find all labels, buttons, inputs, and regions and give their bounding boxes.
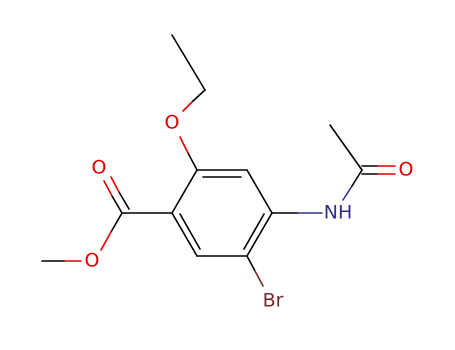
bond — [171, 34, 206, 91]
bond — [171, 169, 198, 214]
bond — [179, 213, 201, 250]
atom-label: O — [92, 157, 107, 179]
acetamide — [271, 124, 396, 214]
bond — [243, 213, 265, 250]
bond — [192, 89, 206, 102]
ester — [41, 176, 173, 262]
bond — [246, 212, 273, 257]
bond — [111, 195, 123, 214]
atom-label: O — [165, 112, 180, 134]
bond — [110, 212, 123, 233]
bond — [179, 136, 189, 154]
ethoxy — [171, 34, 206, 171]
bond — [246, 169, 273, 214]
ring — [171, 169, 273, 257]
bond — [100, 231, 112, 251]
bromo — [246, 255, 264, 287]
atom-label: O — [85, 250, 100, 272]
bond — [110, 176, 120, 193]
bond — [103, 180, 113, 197]
bond — [342, 185, 353, 201]
bond — [171, 212, 198, 257]
atom-label: NH — [324, 202, 353, 224]
bond — [246, 255, 256, 272]
atom-label: Br — [263, 290, 284, 312]
bond — [187, 152, 198, 171]
bond — [329, 124, 363, 171]
bond — [182, 100, 194, 112]
atom-label: O — [399, 159, 414, 181]
bond — [351, 169, 363, 187]
bond — [118, 191, 130, 210]
bond — [254, 270, 264, 287]
